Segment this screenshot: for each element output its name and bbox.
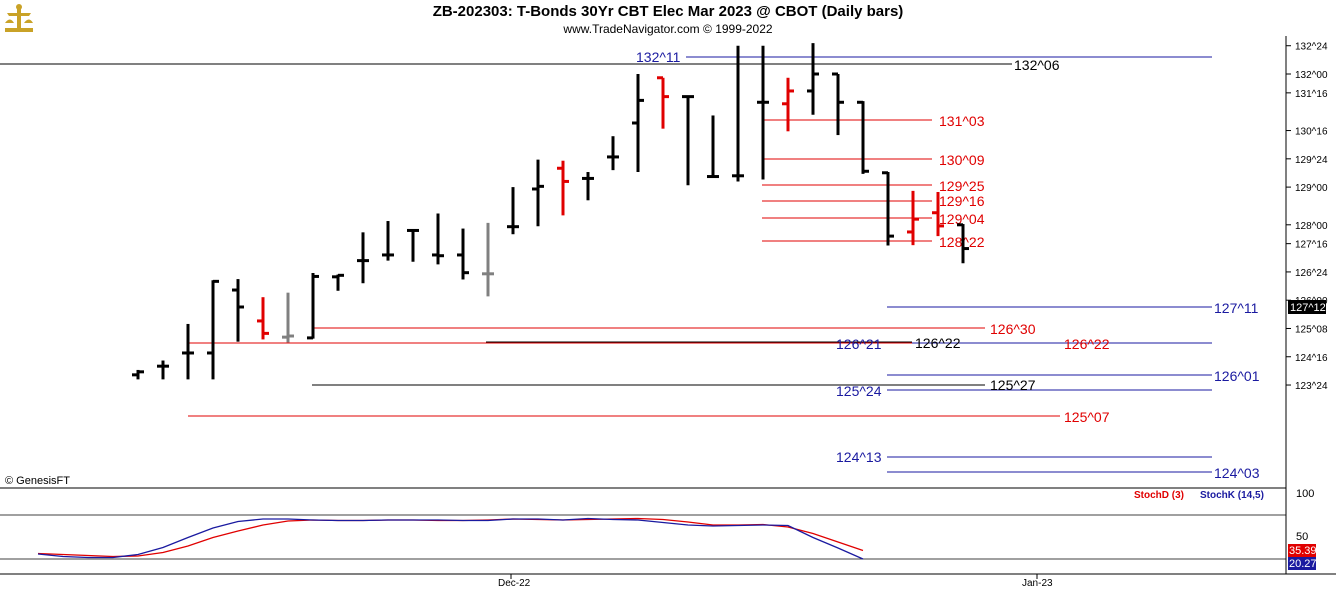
level-label: 126^21 bbox=[836, 336, 882, 352]
level-label: 129^16 bbox=[939, 193, 985, 209]
level-label: 124^13 bbox=[836, 449, 882, 465]
ohlc-bars bbox=[132, 43, 969, 380]
chart-title: ZB-202303: T-Bonds 30Yr CBT Elec Mar 202… bbox=[432, 3, 904, 20]
stoch-d-line bbox=[37, 517, 864, 558]
level-label: 124^03 bbox=[1214, 465, 1260, 481]
price-tick-label: 130^16 bbox=[1295, 127, 1328, 138]
price-tick-label: 125^08 bbox=[1295, 324, 1328, 335]
level-lines bbox=[0, 56, 1212, 473]
level-label: 125^27 bbox=[990, 377, 1036, 393]
level-label: 132^11 bbox=[636, 49, 681, 65]
stochastic-panel bbox=[37, 517, 864, 560]
price-tick-label: 127^16 bbox=[1295, 240, 1328, 251]
current-price-box bbox=[1288, 300, 1326, 314]
stoch-k-line bbox=[37, 517, 864, 560]
time-tick-dec: Dec-22 bbox=[498, 578, 531, 589]
level-label: 127^11 bbox=[1214, 300, 1259, 316]
level-label: 131^03 bbox=[939, 113, 985, 129]
price-tick-label: 128^00 bbox=[1295, 221, 1328, 232]
stoch-tick-100: 100 bbox=[1296, 488, 1314, 500]
price-tick-label: 129^00 bbox=[1295, 183, 1328, 194]
time-tick-jan: Jan-23 bbox=[1022, 578, 1053, 589]
price-axis: 132^24 132^00 131^16 130^16 129^24 129^00 128^… bbox=[1286, 42, 1328, 392]
level-label: 126^22 bbox=[1064, 336, 1110, 352]
price-tick-label: 132^00 bbox=[1295, 70, 1328, 81]
stoch-k-value: 20.27 bbox=[1289, 558, 1317, 570]
level-label: 129^04 bbox=[939, 211, 985, 227]
level-label: 129^25 bbox=[939, 178, 985, 194]
level-label: 126^01 bbox=[1214, 368, 1260, 384]
level-label: 130^09 bbox=[939, 152, 985, 168]
stoch-d-legend: StochD (3) bbox=[1134, 490, 1184, 501]
price-tick-label: 129^24 bbox=[1295, 155, 1328, 166]
price-tick-label: 124^16 bbox=[1295, 353, 1328, 364]
stoch-tick-50: 50 bbox=[1296, 531, 1308, 543]
watermark: © GenesisFT bbox=[5, 475, 70, 487]
level-label: 125^07 bbox=[1064, 409, 1110, 425]
price-tick-label: 123^24 bbox=[1295, 381, 1328, 392]
chart-subtitle: www.TradeNavigator.com © 1999-2022 bbox=[563, 22, 773, 36]
price-tick-label: 132^24 bbox=[1295, 42, 1328, 53]
stoch-k-value-box bbox=[1288, 557, 1316, 570]
stoch-k-legend: StochK (14,5) bbox=[1200, 490, 1264, 501]
level-label: 125^24 bbox=[836, 383, 882, 399]
stoch-d-value-box bbox=[1288, 544, 1316, 557]
price-tick-label: 126^24 bbox=[1295, 268, 1328, 279]
level-label: 126^22 bbox=[915, 335, 961, 351]
level-label: 126^30 bbox=[990, 321, 1036, 337]
current-price-label: 127^12 bbox=[1290, 302, 1326, 314]
level-labels: 132^11 132^06 131^03 130^09 129^25 129^1… bbox=[636, 49, 1260, 481]
level-label: 132^06 bbox=[1014, 57, 1060, 73]
stoch-d-value: 35.39 bbox=[1289, 545, 1317, 557]
genesis-logo-icon bbox=[3, 3, 35, 33]
price-tick-label: 131^16 bbox=[1295, 89, 1328, 100]
